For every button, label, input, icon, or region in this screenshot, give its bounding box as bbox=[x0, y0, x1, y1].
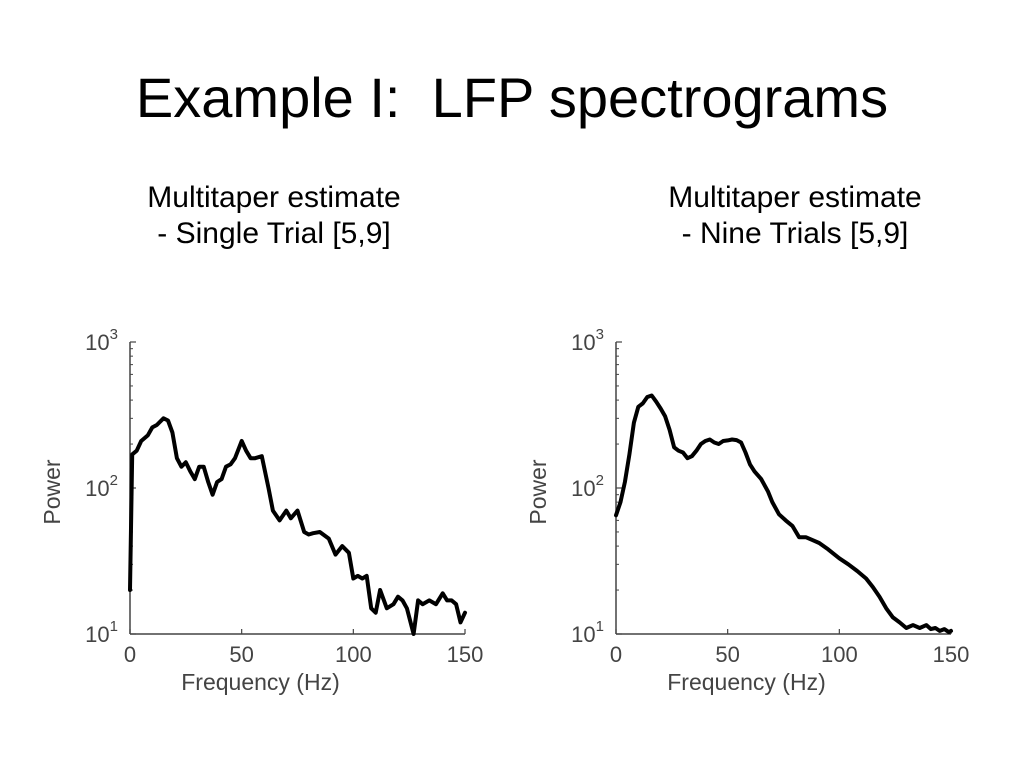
x-tick-label: 50 bbox=[715, 642, 739, 667]
y-tick-exponent: 2 bbox=[110, 472, 118, 489]
caption-line: Multitaper estimate bbox=[668, 181, 922, 214]
chart-panel-2: 101 102 103 0 50 100 150 Frequency (Hz) Power bbox=[525, 326, 969, 695]
x-tick-label: 0 bbox=[124, 642, 136, 667]
x-tick-label: 50 bbox=[229, 642, 253, 667]
y-tick-label: 101 bbox=[85, 618, 118, 647]
y-tick-label: 103 bbox=[571, 326, 604, 355]
caption-line: - Single Trial [5,9] bbox=[157, 217, 391, 250]
y-tick-label: 102 bbox=[85, 472, 118, 501]
y-tick-exponent: 1 bbox=[110, 618, 118, 635]
y-tick-exponent: 3 bbox=[110, 326, 118, 343]
x-tick-label: 0 bbox=[610, 642, 622, 667]
y-tick-label: 101 bbox=[571, 618, 604, 647]
y-tick-label: 103 bbox=[85, 326, 118, 355]
caption-line: Multitaper estimate bbox=[147, 181, 401, 214]
x-tick-label: 150 bbox=[447, 642, 484, 667]
x-tick-label: 100 bbox=[821, 642, 858, 667]
power-spectrum-line bbox=[128, 416, 467, 636]
x-tick-label: 150 bbox=[933, 642, 970, 667]
slide-title: Example I: LFP spectrograms bbox=[135, 66, 889, 129]
caption-line: - Nine Trials [5,9] bbox=[681, 217, 909, 250]
x-axis-label: Frequency (Hz) bbox=[181, 669, 339, 695]
y-tick-exponent: 2 bbox=[596, 472, 604, 489]
panel-caption-single-trial: Multitaper estimate - Single Trial [5,9] bbox=[94, 180, 454, 252]
x-axis-label: Frequency (Hz) bbox=[667, 669, 825, 695]
chart-panel-1: 101 102 103 0 50 100 150 Frequency (Hz) Power bbox=[39, 326, 483, 695]
y-tick-exponent: 1 bbox=[596, 618, 604, 635]
y-axis-label: Power bbox=[39, 459, 65, 525]
y-axis-label: Power bbox=[525, 459, 551, 525]
y-tick-label: 102 bbox=[571, 472, 604, 501]
x-tick-label: 100 bbox=[335, 642, 372, 667]
panel-caption-nine-trials: Multitaper estimate - Nine Trials [5,9] bbox=[615, 180, 975, 252]
power-spectrum-line bbox=[614, 393, 953, 635]
y-tick-exponent: 3 bbox=[596, 326, 604, 343]
